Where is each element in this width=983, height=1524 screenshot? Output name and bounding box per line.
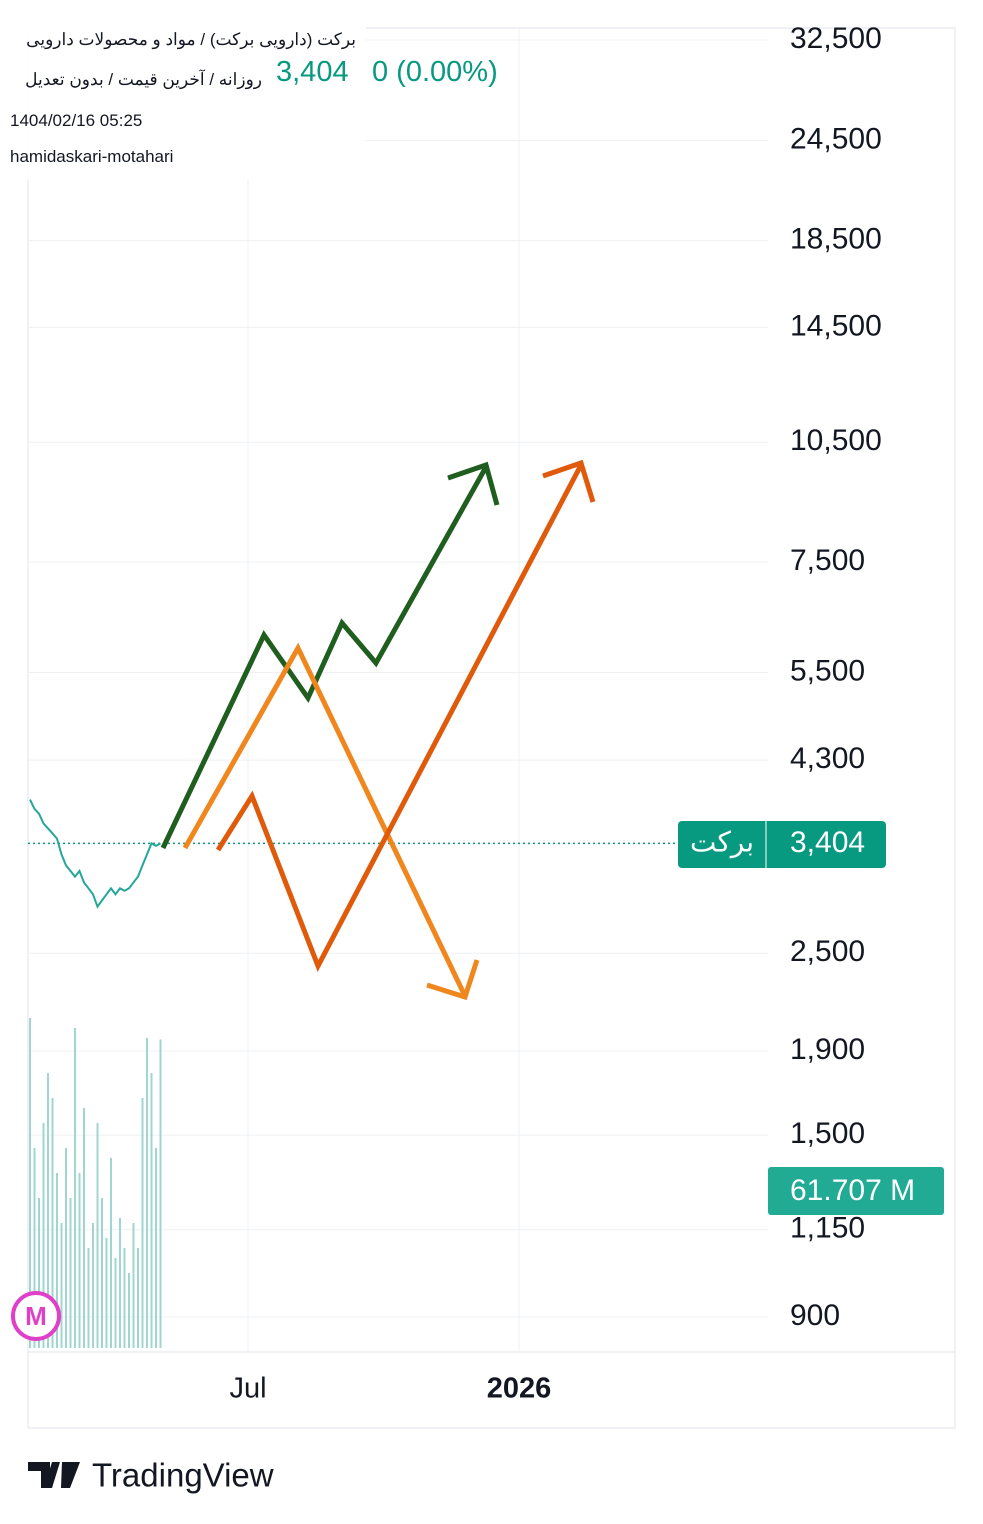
logo-mark [28, 1462, 80, 1488]
volume-bar [101, 1198, 103, 1348]
y-tick-label: 10,500 [790, 424, 882, 457]
arrow-head [447, 461, 500, 506]
author: hamidaskari-motahari [10, 147, 174, 166]
y-tick-label: 14,500 [790, 309, 882, 342]
volume-bar [128, 1273, 130, 1348]
logo-text: TradingView [92, 1457, 274, 1494]
volume-bar [38, 1198, 40, 1348]
volume-bar [83, 1108, 85, 1348]
drawn-arrow [182, 642, 468, 998]
drawings [160, 459, 596, 1001]
volume-bar [78, 1173, 81, 1348]
price-line [29, 799, 161, 909]
drawn-arrow [160, 465, 489, 850]
volume-bar [137, 1248, 139, 1348]
logo: TradingView [28, 1457, 274, 1494]
volume-tag-label: 61.707 M [790, 1174, 915, 1207]
volume-bar [141, 1098, 144, 1348]
settings: روزانه / آخرین قیمت / بدون تعدیل [25, 70, 262, 89]
volume-bar [132, 1223, 135, 1348]
arrow-head [542, 459, 596, 503]
y-tick-label: 32,500 [790, 22, 882, 55]
y-tick-label: 5,500 [790, 654, 865, 687]
change: 0 (0.00%) [372, 56, 498, 88]
volume-tag [768, 1167, 944, 1215]
date: 1404/02/16 05:25 [10, 111, 143, 130]
x-axis-label: Jul [229, 1373, 266, 1405]
arrow-head [426, 959, 480, 1001]
y-tick-label: 4,300 [790, 742, 865, 775]
volume-bar [114, 1258, 117, 1348]
badge[interactable] [11, 1291, 61, 1341]
volume-bar [51, 1098, 54, 1348]
chart-frame [27, 27, 956, 1429]
volume-bar [29, 1018, 31, 1348]
volume-bar [60, 1223, 63, 1348]
y-tick-label: 1,500 [790, 1117, 865, 1150]
x-axis-label: 2026 [487, 1373, 552, 1405]
price-tag [678, 821, 886, 868]
drawn-arrow [215, 463, 584, 973]
price-tag-value: 3,404 [790, 826, 865, 859]
volume-bar [150, 1073, 153, 1348]
volume-bar [87, 1248, 90, 1348]
volume-bar [92, 1223, 94, 1348]
volume-bar [69, 1198, 72, 1348]
volume-bar [146, 1038, 148, 1348]
y-tick-label: 2,500 [790, 935, 865, 968]
badge-label: M [25, 1301, 47, 1331]
y-tick-label: 24,500 [790, 123, 882, 156]
y-tick-label: 18,500 [790, 223, 882, 256]
volume-bar [96, 1123, 99, 1348]
volume-bar [110, 1158, 112, 1348]
volume-bar [123, 1248, 126, 1348]
volume-bar [119, 1218, 121, 1348]
y-tick-label: 7,500 [790, 544, 865, 577]
volume-bar [159, 1039, 162, 1348]
y-tick-label: 1,900 [790, 1033, 865, 1066]
volume-bar [33, 1148, 36, 1348]
y-tick-label: 900 [790, 1299, 840, 1332]
last-price: 3,404 [276, 56, 349, 88]
volume-bar [42, 1123, 45, 1348]
volume-bar [56, 1173, 58, 1348]
volume-bar [65, 1148, 67, 1348]
volume-bar [47, 1073, 49, 1348]
symbol-title: برکت (دارویی برکت) / مواد و محصولات دارو… [26, 30, 356, 49]
price-tag-name: برکت [690, 826, 754, 858]
legend-panel [0, 20, 366, 180]
volume-bar [74, 1028, 76, 1348]
volume-bar [155, 1148, 157, 1348]
y-tick-label: 1,150 [790, 1212, 865, 1245]
volume-bar [105, 1238, 108, 1348]
